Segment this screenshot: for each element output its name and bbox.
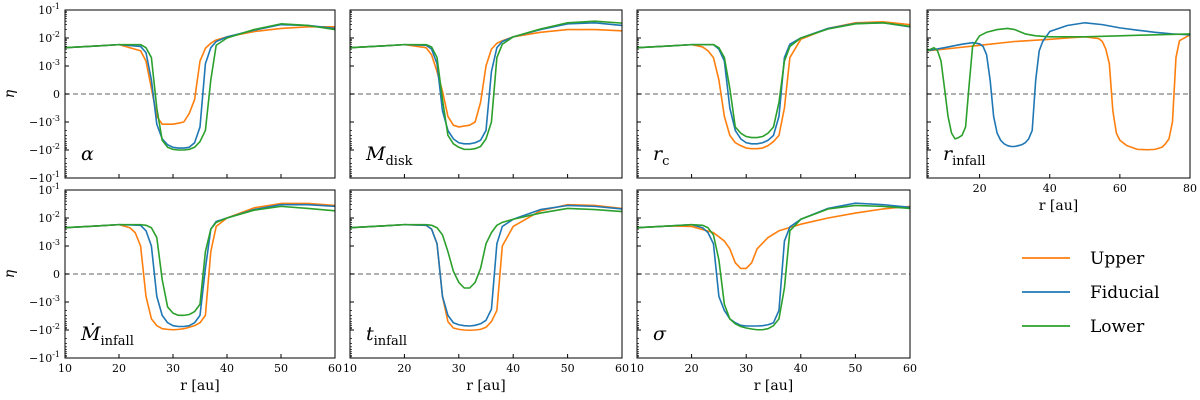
x-tick-label: 40 — [506, 362, 520, 375]
series-line-lower — [65, 23, 335, 151]
x-axis-label: r [au] — [180, 378, 219, 394]
x-tick-label: 10 — [58, 362, 72, 375]
panel-5: 10-1 10-2 10-3 0 −10-3 −10-2 −10-110 20 30 40 50 60… — [2, 182, 342, 394]
y-tick-label: 10-3 — [38, 58, 60, 73]
legend-label: Fiducial — [1090, 283, 1160, 303]
panel-label: tinfall — [366, 323, 407, 349]
legend-label: Upper — [1090, 249, 1145, 269]
x-tick-label: 60 — [615, 362, 629, 375]
y-axis-label: η — [2, 269, 18, 278]
y-tick-label: 10-1 — [38, 182, 60, 197]
x-tick-label: 80 — [1183, 182, 1197, 195]
y-tick-label: −10-1 — [29, 170, 60, 185]
x-axis-label: r [au] — [1039, 198, 1078, 214]
x-tick-label: 50 — [274, 362, 288, 375]
panel-label: rinfall — [943, 143, 986, 169]
panel-7: 10 20 30 40 50 60 r [au] σ — [630, 189, 917, 394]
y-tick-label: −10-2 — [29, 142, 60, 157]
panel-label: σ — [653, 323, 667, 345]
x-tick-label: 30 — [452, 362, 466, 375]
x-tick-label: 40 — [220, 362, 234, 375]
series-line-upper — [350, 203, 622, 332]
x-tick-label: 30 — [739, 362, 753, 375]
series-line-lower — [350, 207, 622, 289]
series-line-fiducial — [637, 202, 910, 327]
y-tick-label: −10-3 — [29, 114, 60, 129]
legend-label: Lower — [1090, 317, 1145, 337]
panel-label: α — [81, 143, 94, 165]
y-tick-label: 0 — [53, 88, 60, 101]
x-tick-label: 60 — [1113, 182, 1127, 195]
series-line-lower — [927, 27, 1190, 140]
y-tick-label: 10-3 — [38, 238, 60, 253]
x-tick-label: 40 — [794, 362, 808, 375]
legend: Upper Fiducial Lower — [1022, 249, 1160, 337]
y-axis-label: η — [2, 89, 18, 98]
series-line-upper — [637, 20, 910, 150]
panel-label: Mdisk — [365, 143, 413, 169]
series-line-upper — [637, 205, 910, 270]
series-line-lower — [65, 205, 335, 317]
series-line-upper — [350, 28, 622, 128]
x-axis-label: r [au] — [466, 378, 505, 394]
x-tick-label: 30 — [166, 362, 180, 375]
panel-2: Mdisk — [349, 9, 623, 179]
x-tick-label: 60 — [903, 362, 917, 375]
series-line-upper — [65, 26, 335, 126]
y-tick-label: −10-2 — [29, 322, 60, 337]
x-tick-label: 20 — [112, 362, 126, 375]
y-tick-label: −10-1 — [29, 350, 60, 365]
x-tick-label: 60 — [328, 362, 342, 375]
series-line-upper — [927, 34, 1190, 151]
panel-1: 10-1 10-2 10-3 0 −10-3 −10-2 −10-1 η α — [2, 2, 336, 185]
series-line-fiducial — [65, 203, 335, 328]
panel-3: rc — [636, 9, 911, 179]
y-tick-label: 10-2 — [38, 30, 60, 45]
series-line-lower — [637, 204, 910, 331]
y-tick-label: 10-1 — [38, 2, 60, 17]
x-tick-label: 20 — [397, 362, 411, 375]
y-tick-label: 0 — [53, 268, 60, 281]
panel-label: rc — [653, 143, 669, 169]
legend-entry-upper: Upper — [1022, 249, 1145, 269]
x-tick-label: 50 — [848, 362, 862, 375]
y-tick-label: 10-2 — [38, 210, 60, 225]
panel-4: 20 40 60 80 r [au] rinfall — [926, 9, 1197, 214]
panel-grid: 10-1 10-2 10-3 0 −10-3 −10-2 −10-1 η α Mdisk rc 20 4… — [2, 2, 1197, 394]
x-tick-label: 40 — [1043, 182, 1057, 195]
x-tick-label: 10 — [343, 362, 357, 375]
series-line-fiducial — [350, 204, 622, 327]
x-tick-label: 50 — [561, 362, 575, 375]
x-tick-label: 20 — [685, 362, 699, 375]
y-tick-label: −10-3 — [29, 294, 60, 309]
series-line-fiducial — [927, 21, 1190, 148]
x-tick-label: 20 — [973, 182, 987, 195]
panel-label: Ṁinfall — [80, 322, 134, 349]
series-line-fiducial — [350, 21, 622, 145]
legend-entry-fiducial: Fiducial — [1022, 283, 1160, 303]
series-line-lower — [637, 21, 910, 139]
legend-entry-lower: Lower — [1022, 317, 1145, 337]
series-line-fiducial — [65, 23, 335, 149]
x-axis-label: r [au] — [754, 378, 793, 394]
x-tick-label: 10 — [630, 362, 644, 375]
panel-6: 10 20 30 40 50 60 r [au] tinfall — [343, 189, 629, 394]
series-line-lower — [350, 20, 622, 151]
